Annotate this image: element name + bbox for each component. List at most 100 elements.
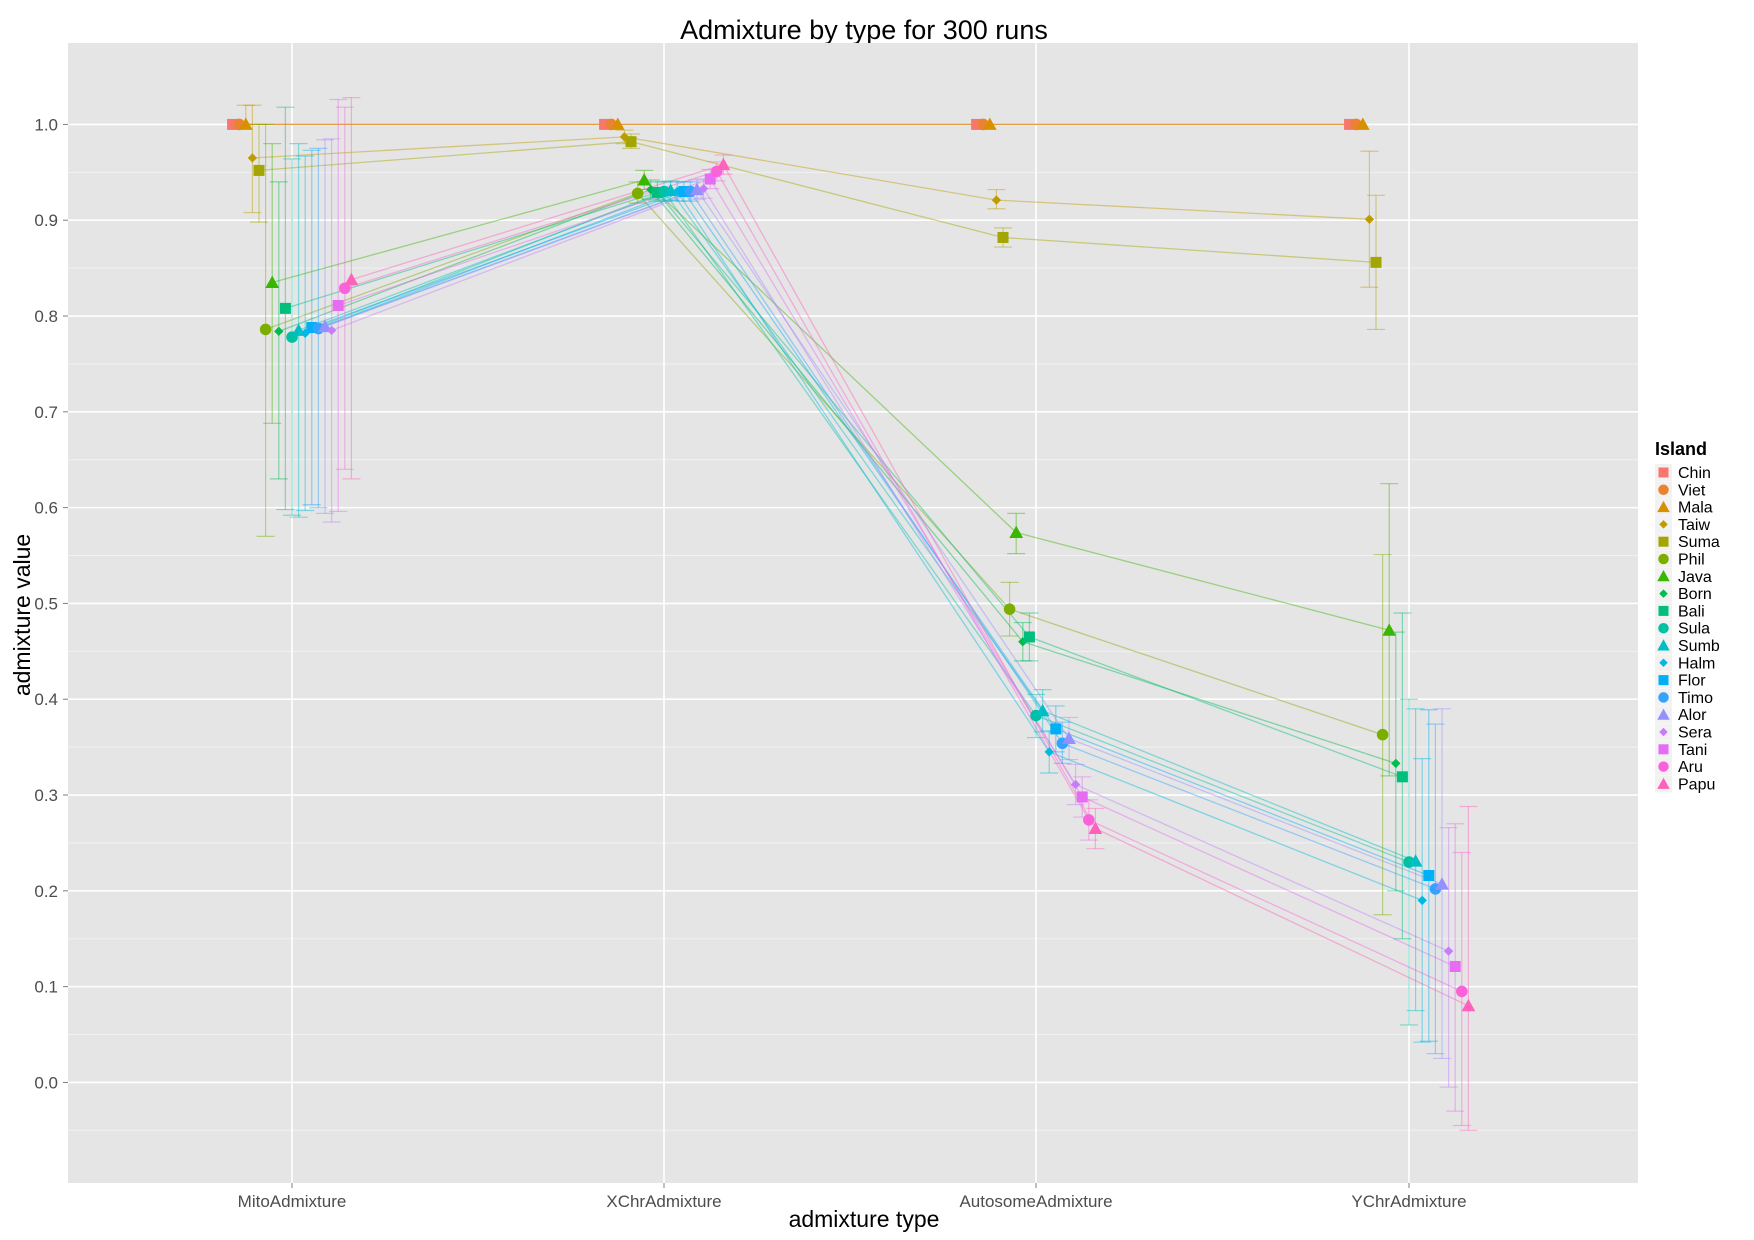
legend-label: Born (1678, 586, 1712, 603)
legend-title: Island (1655, 439, 1707, 459)
data-point (1035, 703, 1050, 717)
legend-key (1658, 536, 1669, 547)
y-tick-label: 0.5 (34, 594, 58, 613)
data-point (1088, 821, 1103, 835)
data-point (1376, 728, 1389, 741)
series-line (344, 170, 1463, 992)
x-tick-label: MitoAdmixture (238, 1192, 347, 1211)
y-tick-label: 0.2 (34, 882, 58, 901)
legend-label: Alor (1678, 707, 1707, 724)
y-axis-title: admixture value (9, 534, 35, 696)
data-point (1076, 791, 1088, 803)
legend-label: Timo (1678, 690, 1713, 707)
legend-key (1659, 520, 1668, 529)
series-line (351, 163, 1469, 1007)
data-point (1417, 895, 1427, 906)
data-point (1382, 623, 1397, 636)
legend: Island ChinVietMalaTaiwSumaPhilJavaBornB… (1655, 439, 1720, 793)
panel-background (68, 43, 1638, 1183)
series-line (291, 190, 1410, 863)
plot-panel: 0.0 0.1 0.2 0.3 0.4 0.5 0.6 0.7 0.8 0.9 1.0 MitoAdm… (34, 43, 1638, 1211)
legend-label: Sula (1678, 621, 1710, 638)
legend-key (1658, 553, 1669, 565)
y-tick-label: 1.0 (34, 115, 58, 134)
y-tick-label: 0.1 (34, 978, 58, 997)
data-point (1083, 814, 1095, 826)
data-point (1364, 214, 1375, 224)
legend-label: Taiw (1678, 517, 1710, 534)
y-tick-label: 0.9 (34, 211, 58, 230)
data-point (1461, 998, 1476, 1012)
data-point (326, 325, 337, 336)
data-point (610, 117, 625, 130)
data-point (300, 328, 310, 338)
data-point (306, 322, 318, 334)
data-point (1003, 603, 1016, 615)
data-point (1355, 117, 1370, 130)
legend-key (1657, 570, 1670, 582)
data-point (971, 118, 983, 130)
data-point (1370, 256, 1382, 268)
data-point (227, 118, 239, 130)
data-point (637, 173, 652, 186)
data-point (599, 118, 611, 130)
series-line (252, 136, 1370, 220)
legend-key (1658, 744, 1669, 755)
data-point (1009, 525, 1024, 539)
data-point (332, 299, 344, 311)
series-line (318, 190, 1436, 890)
data-point (690, 182, 704, 196)
series-line (265, 192, 1383, 736)
data-point (1408, 854, 1423, 867)
y-tick-label: 0.6 (34, 499, 58, 518)
series-line (324, 188, 1443, 885)
data-point (1435, 877, 1449, 890)
legend-label: Suma (1678, 534, 1720, 551)
legend-key (1658, 467, 1669, 478)
data-points (227, 117, 1476, 1012)
legend-label: Chin (1678, 465, 1711, 482)
data-point (1062, 731, 1076, 744)
data-point (704, 173, 716, 185)
data-point (678, 185, 690, 197)
data-point (625, 136, 637, 148)
y-tick-label: 0.3 (34, 786, 58, 805)
series-lines (232, 123, 1469, 1007)
legend-label: Aru (1678, 759, 1703, 776)
legend-label: Tani (1678, 742, 1707, 759)
data-point (1449, 960, 1461, 972)
grid (68, 43, 1638, 1183)
y-tick-label: 0.7 (34, 403, 58, 422)
series-line (311, 190, 1430, 877)
legend-key (1657, 500, 1670, 513)
series-line (272, 179, 1390, 631)
series-line (298, 189, 1416, 862)
legend-label: Mala (1678, 500, 1713, 517)
legend-label: Viet (1678, 482, 1706, 499)
legend-key (1658, 692, 1669, 703)
legend-key (1659, 589, 1668, 598)
legend-label: Phil (1678, 552, 1705, 569)
legend-key (1658, 622, 1669, 634)
data-point (698, 183, 709, 194)
data-point (1391, 758, 1401, 769)
legend-key (1658, 605, 1669, 616)
legend-label: Bali (1678, 603, 1705, 620)
x-tick-label: AutosomeAdmixture (959, 1192, 1112, 1211)
data-point (1396, 771, 1408, 783)
series-line (304, 190, 1423, 902)
series-line (258, 141, 1377, 264)
legend-key (1658, 484, 1669, 496)
data-point (238, 117, 253, 130)
y-tick-label: 0.8 (34, 307, 58, 326)
data-point (265, 275, 280, 288)
data-point (279, 302, 291, 314)
legend-label: Sera (1678, 725, 1712, 742)
legend-label: Sumb (1678, 638, 1720, 655)
x-tick-label: YChrAdmixture (1351, 1192, 1466, 1211)
series-line (285, 191, 1403, 778)
data-point (991, 195, 1002, 205)
data-point (1050, 723, 1062, 735)
data-point (1044, 747, 1054, 757)
